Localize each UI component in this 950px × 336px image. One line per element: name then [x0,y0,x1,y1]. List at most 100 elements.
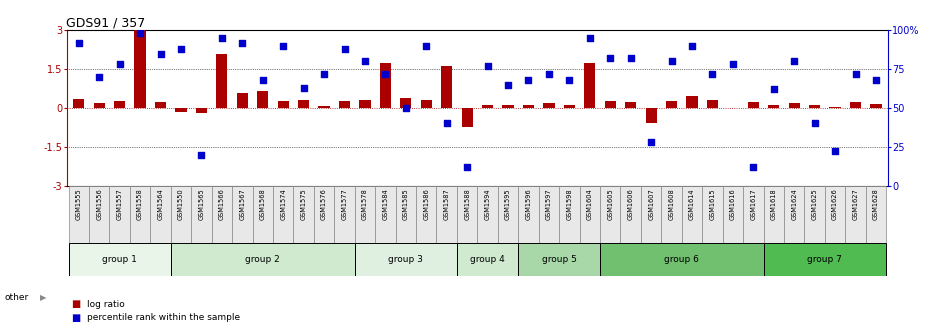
Text: ▶: ▶ [40,293,47,302]
Text: GSM1625: GSM1625 [811,188,818,220]
Bar [865,185,886,243]
Text: GSM1604: GSM1604 [587,188,593,220]
Bar [294,185,314,243]
Bar [94,103,104,108]
Point [827,149,843,154]
Point [480,63,495,69]
Bar [482,105,493,108]
Bar [212,185,232,243]
Bar [498,185,519,243]
Bar [277,101,289,108]
Bar [825,185,846,243]
Text: GSM1584: GSM1584 [383,188,389,220]
Bar [354,243,457,276]
Text: group 3: group 3 [389,255,424,264]
Text: GSM1608: GSM1608 [669,188,674,220]
Point [439,121,454,126]
Text: GSM1556: GSM1556 [96,188,103,220]
Point [542,71,557,76]
Text: GSM1557: GSM1557 [117,188,123,220]
Text: GSM1550: GSM1550 [178,188,184,220]
Text: GSM1555: GSM1555 [76,188,82,220]
Bar [600,185,620,243]
Point [398,105,413,111]
Point [378,71,393,76]
Text: GSM1627: GSM1627 [852,188,859,220]
Bar [682,185,702,243]
Text: GSM1607: GSM1607 [648,188,655,220]
Text: GSM1598: GSM1598 [566,188,572,220]
Bar [441,67,452,108]
Bar [155,102,166,108]
Bar [788,103,800,108]
Text: GSM1606: GSM1606 [628,188,634,220]
Text: percentile rank within the sample: percentile rank within the sample [87,313,240,322]
Bar [114,101,125,108]
Bar [584,64,596,108]
Point [276,43,291,48]
Bar [850,102,861,108]
Text: group 1: group 1 [103,255,137,264]
Text: GSM1594: GSM1594 [484,188,490,220]
Bar [436,185,457,243]
Bar [666,101,677,108]
Text: ■: ■ [71,299,81,309]
Bar [846,185,865,243]
Bar [723,185,743,243]
Point [725,62,740,67]
Point [194,152,209,157]
Bar [421,100,432,108]
Point [235,40,250,45]
Point [521,77,536,83]
Text: GSM1597: GSM1597 [546,188,552,220]
Bar [728,108,738,109]
Text: other: other [5,293,29,302]
Bar [457,243,519,276]
Bar [805,185,825,243]
Text: group 6: group 6 [664,255,699,264]
Bar [68,185,89,243]
Text: log ratio: log ratio [87,300,125,308]
Text: GSM1568: GSM1568 [259,188,266,220]
Text: GSM1574: GSM1574 [280,188,286,220]
Bar [641,185,661,243]
Bar [257,91,268,108]
Bar [784,185,805,243]
Bar [707,100,718,108]
Text: GSM1576: GSM1576 [321,188,327,220]
Bar [354,185,375,243]
Bar [318,106,330,108]
Text: GSM1617: GSM1617 [750,188,756,220]
Point [684,43,699,48]
Text: GSM1587: GSM1587 [444,188,449,220]
Text: GSM1595: GSM1595 [505,188,511,220]
Text: GSM1615: GSM1615 [710,188,715,220]
Bar [171,243,354,276]
Bar [764,243,886,276]
Bar [702,185,723,243]
Bar [477,185,498,243]
Point [582,35,598,41]
Point [643,139,658,145]
Bar [519,185,539,243]
Bar [661,185,682,243]
Bar [334,185,354,243]
Bar [68,243,171,276]
Point [71,40,86,45]
Bar [253,185,273,243]
Bar [604,101,616,108]
Point [501,82,516,87]
Bar [171,185,191,243]
Point [787,58,802,64]
Point [256,77,271,83]
Bar [829,107,841,108]
Point [357,58,372,64]
Bar [395,185,416,243]
Text: GSM1624: GSM1624 [791,188,797,220]
Text: GSM1616: GSM1616 [730,188,736,220]
Point [602,55,618,61]
Text: GSM1614: GSM1614 [689,188,695,220]
Bar [298,100,310,108]
Text: GSM1575: GSM1575 [300,188,307,220]
Text: GSM1566: GSM1566 [218,188,225,220]
